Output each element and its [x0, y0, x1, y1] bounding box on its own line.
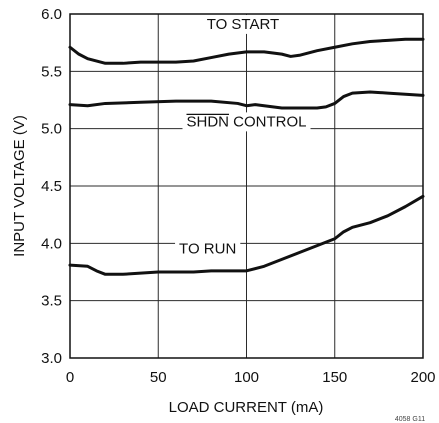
y-tick-label: 4.0 [41, 235, 62, 252]
annotation-layer: TO START SHDN CONTROL TO RUN [175, 14, 311, 259]
figure-id: 4058 G11 [395, 416, 425, 423]
series-line-to-run [68, 194, 425, 276]
annotation-background [175, 239, 241, 259]
series-line-to-start [68, 37, 425, 65]
annotation-to-start: TO START [207, 16, 280, 33]
x-axis-title: LOAD CURRENT (mA) [169, 399, 324, 416]
x-tick-label: 150 [322, 369, 347, 386]
y-axis-title: INPUT VOLTAGE (V) [11, 115, 28, 257]
annotation-background [202, 14, 284, 34]
y-tick-label: 3.5 [41, 293, 62, 310]
annotation-background [182, 112, 311, 132]
x-tick-label: 0 [66, 369, 74, 386]
y-tick-label: 5.5 [41, 63, 62, 80]
plot-frame [69, 13, 424, 359]
y-tick-label: 4.5 [41, 178, 62, 195]
series-layer [68, 37, 425, 276]
y-tick-label: 3.0 [41, 350, 62, 367]
x-tick-label: 100 [234, 369, 259, 386]
x-tick-label: 50 [150, 369, 167, 386]
annotation-shdn-control: SHDN CONTROL [186, 113, 306, 130]
annotation-to-run: TO RUN [179, 241, 236, 258]
y-tick-label: 6.0 [41, 6, 62, 23]
series-line-shdn-control [68, 90, 425, 110]
y-tick-label: 5.0 [41, 121, 62, 138]
tick-labels: 0 50 100 150 200 3.0 3.5 4.0 4.5 5.0 5.5 6.0 [41, 6, 435, 386]
x-tick-label: 200 [410, 369, 435, 386]
